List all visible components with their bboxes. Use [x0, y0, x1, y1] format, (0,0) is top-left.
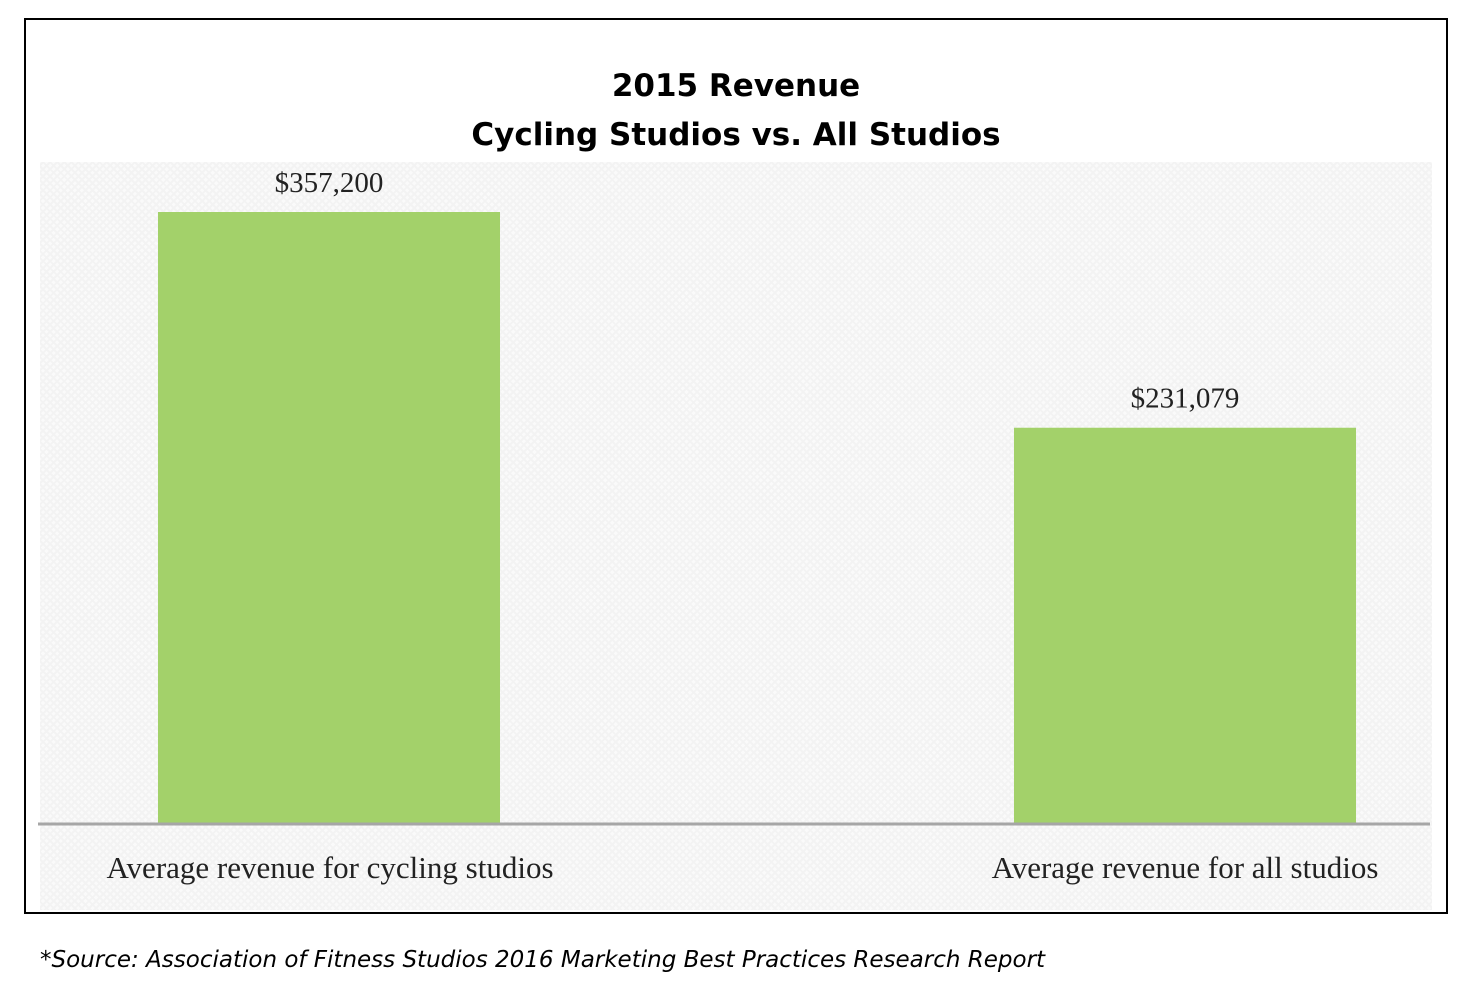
category-label-1: Average revenue for all studios [992, 850, 1379, 885]
bar-0 [158, 212, 500, 823]
category-label-0: Average revenue for cycling studios [106, 850, 553, 885]
data-label-1: $231,079 [1131, 383, 1240, 415]
source-footnote: *Source: Association of Fitness Studios … [40, 947, 1046, 973]
bar-1 [1014, 427, 1356, 823]
chart-title: 2015 Revenue [611, 68, 861, 104]
data-label-0: $357,200 [275, 167, 384, 199]
chart-subtitle: Cycling Studios vs. All Studios [471, 117, 1001, 153]
